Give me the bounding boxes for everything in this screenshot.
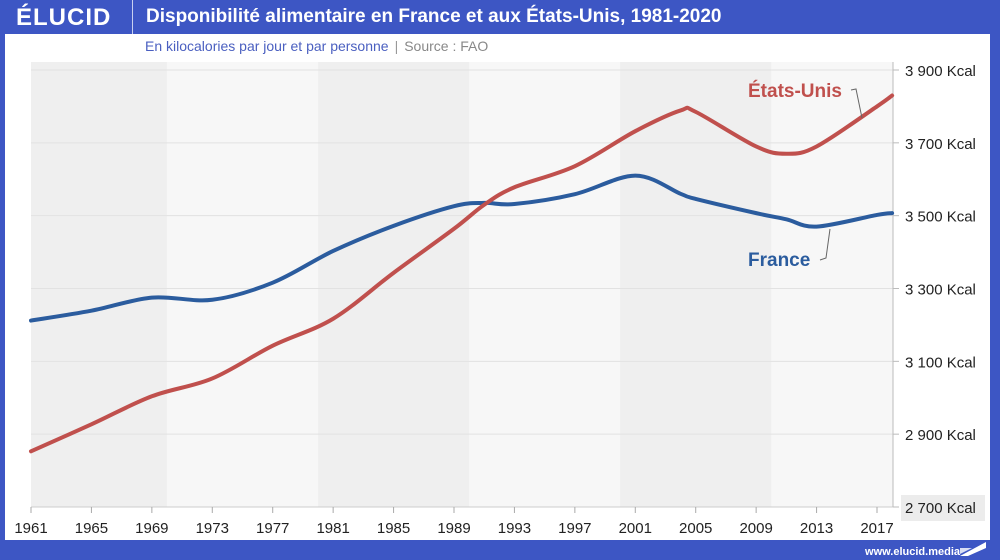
y-label-highlight — [901, 495, 985, 521]
x-tick-label: 1981 — [316, 520, 349, 537]
footer-url[interactable]: www.elucid.media — [865, 546, 960, 558]
x-tick-label: 1969 — [135, 520, 168, 537]
elucid-flag-icon — [960, 542, 986, 556]
x-tick-label: 2005 — [679, 520, 712, 537]
chart-title: Disponibilité alimentaire en France et a… — [146, 6, 722, 27]
series-line-usa — [29, 93, 895, 454]
y-tick-label: 3 300 Kcal — [905, 282, 976, 299]
usa-label: États-Unis — [748, 80, 842, 102]
series-labels: France États-Unis — [748, 80, 863, 271]
background-band — [620, 62, 772, 507]
x-tick-label: 1965 — [75, 520, 108, 537]
y-tick-label: 3 700 Kcal — [905, 136, 976, 153]
x-tick-label: 1973 — [196, 520, 229, 537]
y-tick-label: 3 900 Kcal — [905, 63, 976, 80]
france-leader-line — [819, 228, 831, 261]
subtitle-separator: | — [394, 38, 399, 54]
france-label: France — [748, 250, 810, 271]
x-tick-label: 2009 — [739, 520, 772, 537]
usa-leader-line — [850, 88, 863, 119]
y-axis: 2 700 Kcal 2 900 Kcal 3 100 Kcal 3 300 Kcal… — [892, 62, 985, 521]
x-tick-label: 1985 — [377, 520, 410, 537]
x-tick-label: 1993 — [498, 520, 531, 537]
source-label: Source : FAO — [404, 38, 489, 54]
background-band — [318, 62, 470, 507]
x-tick-label: 2001 — [619, 520, 652, 537]
series-lines — [29, 93, 895, 454]
y-tick-label: 2 700 Kcal — [905, 500, 976, 517]
x-tick-label: 1961 — [14, 520, 47, 537]
x-tick-label: 1977 — [256, 520, 289, 537]
background-bands — [31, 62, 893, 507]
header-bar: ÉLUCID Disponibilité alimentaire en Fran… — [0, 0, 1000, 36]
x-tick-label: 1989 — [437, 520, 470, 537]
subtitle-text: En kilocalories par jour et par personne — [145, 38, 389, 54]
elucid-logo: ÉLUCID — [16, 4, 112, 31]
x-tick-label: 2017 — [860, 520, 893, 537]
x-tick-label: 2013 — [800, 520, 833, 537]
y-tick-label: 3 100 Kcal — [905, 354, 976, 371]
gridlines — [31, 69, 893, 435]
logo-divider — [132, 0, 133, 34]
x-axis: 1961 1965 1969 1973 1977 1981 1985 1989 1993 1997… — [14, 506, 894, 537]
series-line-france — [29, 173, 895, 323]
y-tick-label: 2 900 Kcal — [905, 427, 976, 444]
background-band — [31, 62, 167, 507]
y-tick-label: 3 500 Kcal — [905, 209, 976, 226]
x-tick-label: 1997 — [558, 520, 591, 537]
chart-subtitle: En kilocalories par jour et par personne… — [145, 38, 488, 54]
